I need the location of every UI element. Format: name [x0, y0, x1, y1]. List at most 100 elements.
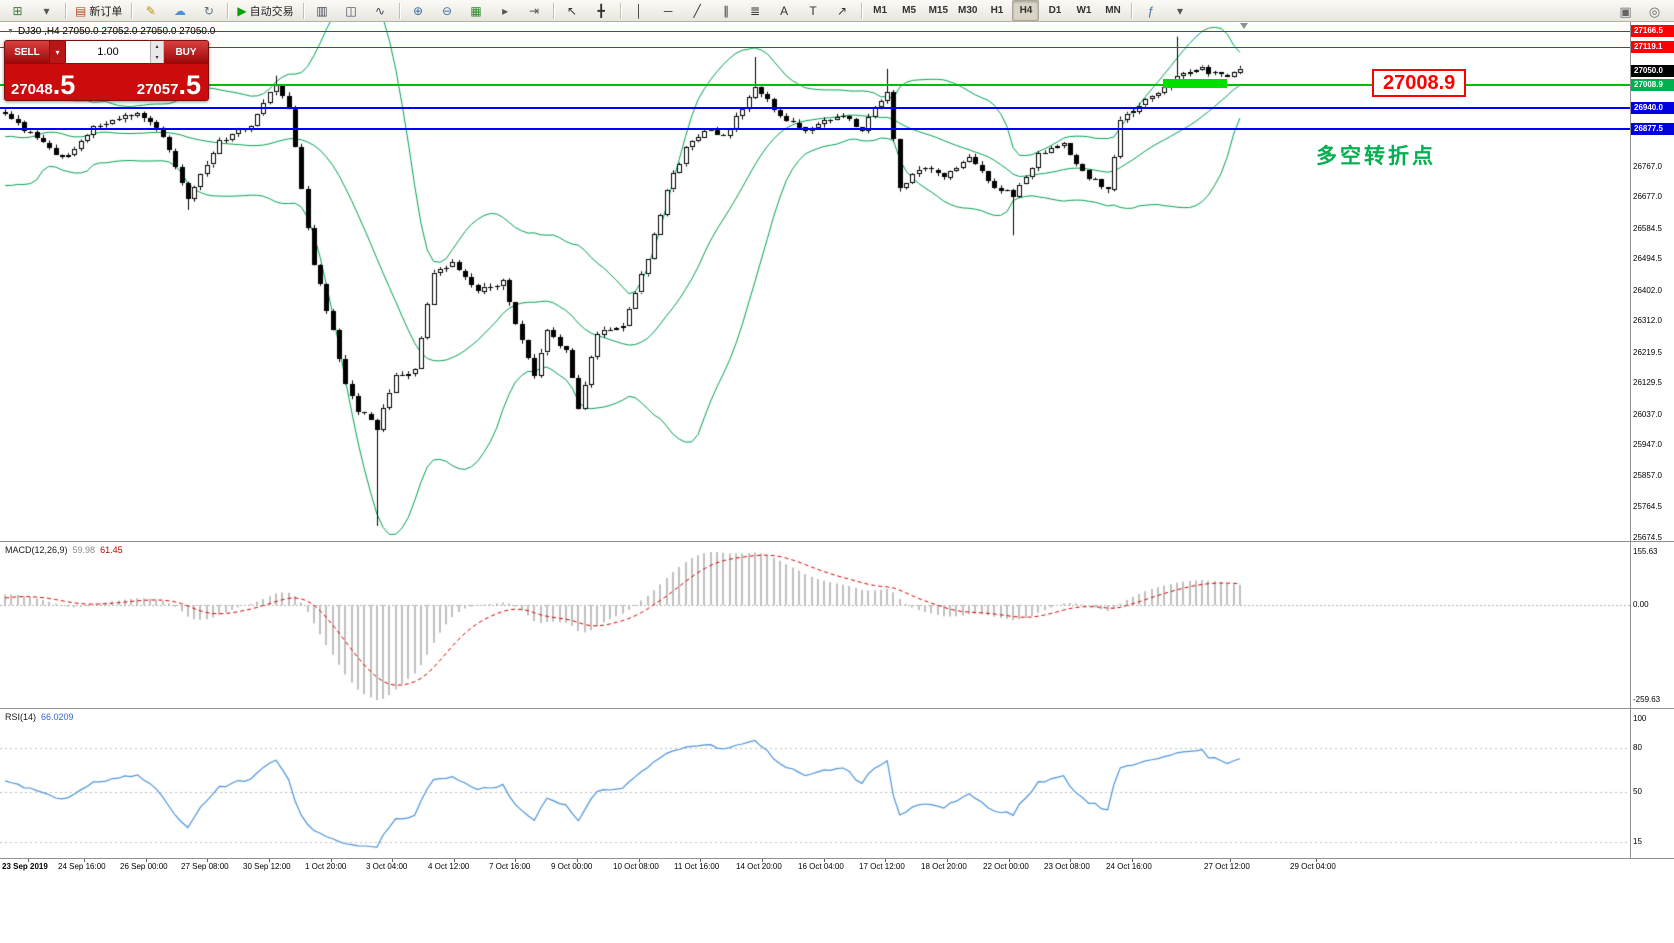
macd-axis-label: 0.00: [1633, 600, 1649, 609]
price-axis-border[interactable]: [1630, 22, 1631, 858]
time-axis-tick: [207, 858, 208, 862]
macd-value-signal: 61.45: [100, 545, 123, 555]
search-button[interactable]: ◎: [1641, 1, 1668, 22]
templates-icon: ▾: [1176, 3, 1183, 18]
horizontal-line-object[interactable]: [0, 106, 1630, 109]
profiles-button[interactable]: ▾: [33, 0, 60, 21]
arrows-button[interactable]: ↗: [829, 0, 856, 21]
equidistant-channel-icon: ∥: [723, 3, 730, 18]
tf-h1-label: H1: [990, 5, 1004, 16]
price-axis-label: 26037.0: [1633, 409, 1662, 419]
line-chart-button[interactable]: ∿: [367, 0, 394, 21]
volume-input[interactable]: 1.00: [97, 46, 119, 58]
zoom-in-icon: ⊕: [413, 3, 424, 18]
time-axis[interactable]: 23 Sep 2019 24 Sep 16:00 26 Sep 00:00 27 Se…: [0, 858, 1674, 878]
time-axis-tick: [577, 858, 578, 862]
time-axis-tick: [1132, 858, 1133, 862]
tf-m15-button[interactable]: M15: [925, 0, 952, 21]
price-callout[interactable]: 27008.9: [1372, 69, 1467, 97]
horizontal-line-object[interactable]: [0, 31, 1630, 32]
time-axis-label: 17 Oct 12:00: [859, 862, 905, 871]
tf-h1-button[interactable]: H1: [983, 0, 1010, 21]
tf-mn-button[interactable]: MN: [1099, 0, 1126, 21]
time-axis-tick: [885, 858, 886, 862]
buy-price[interactable]: 27057.5: [106, 64, 208, 100]
new-order-label: 新订单: [89, 5, 123, 18]
trendline-icon: ╱: [693, 3, 701, 18]
buy-button[interactable]: BUY: [164, 41, 208, 63]
new-order-button[interactable]: ▤ 新订单: [71, 0, 126, 21]
sell-price[interactable]: 27048.5: [5, 64, 106, 100]
time-axis-tick: [947, 858, 948, 862]
macd-indicator-label: MACD(12,26,9) 59.98 61.45: [5, 545, 123, 555]
horizontal-line-object[interactable]: [0, 83, 1630, 86]
horizontal-line-object[interactable]: [0, 128, 1630, 131]
zoom-in-button[interactable]: ⊕: [405, 0, 432, 21]
tf-mn-label: MN: [1105, 5, 1121, 16]
panel-separator[interactable]: [0, 708, 1674, 709]
rsi-axis-label: 15: [1633, 837, 1642, 847]
time-axis-label: 10 Oct 08:00: [613, 862, 659, 871]
bar-chart-button[interactable]: ▥: [309, 0, 336, 21]
cursor-button[interactable]: ↖: [559, 0, 586, 21]
sell-button[interactable]: SELL: [5, 41, 49, 63]
mql-editor-button[interactable]: ✎: [137, 0, 164, 21]
indicators-button[interactable]: ƒ: [1137, 0, 1164, 21]
price-tag: 26940.0: [1631, 101, 1674, 114]
trendline-button[interactable]: ╱: [684, 0, 711, 21]
window-list-button[interactable]: ▣: [1612, 1, 1639, 22]
vertical-line-button[interactable]: │: [626, 0, 653, 21]
horizontal-line-button[interactable]: ─: [655, 0, 682, 21]
time-axis-tick: [515, 858, 516, 862]
market-watch-button[interactable]: ☁: [166, 0, 193, 21]
toolbar-separator: [227, 2, 229, 19]
macd-panel-canvas[interactable]: [0, 542, 1630, 708]
tf-h4-button[interactable]: H4: [1012, 0, 1040, 21]
volume-increase-button[interactable]: ▴: [151, 41, 163, 52]
time-axis-label: 27 Sep 08:00: [181, 862, 229, 871]
highlight-bar[interactable]: [1163, 79, 1227, 88]
price-axis-label: 26494.5: [1633, 254, 1662, 264]
time-axis-border: [0, 858, 1674, 859]
equidistant-channel-button[interactable]: ∥: [713, 0, 740, 21]
time-axis-tick: [454, 858, 455, 862]
refresh-button[interactable]: ↻: [195, 0, 222, 21]
volume-dropdown-button[interactable]: ▾: [49, 41, 66, 63]
crosshair-button[interactable]: ╋: [588, 0, 615, 21]
collapse-icon[interactable]: ▼: [7, 28, 14, 35]
price-tag: 27166.5: [1631, 25, 1674, 37]
rsi-axis-label: 100: [1633, 714, 1647, 723]
autotrade-button[interactable]: ▶ 自动交易: [233, 0, 297, 21]
tf-m30-button[interactable]: M30: [954, 0, 981, 21]
tf-m1-button[interactable]: M1: [867, 0, 894, 21]
horizontal-line-icon: ─: [663, 3, 673, 18]
zoom-out-button[interactable]: ⊖: [434, 0, 461, 21]
new-chart-button[interactable]: ⊞: [4, 0, 31, 21]
panel-separator[interactable]: [0, 541, 1674, 542]
indicators-icon: ƒ: [1147, 3, 1155, 18]
tf-m5-button[interactable]: M5: [896, 0, 923, 21]
volume-decrease-button[interactable]: ▾: [151, 52, 163, 63]
toolbar-separator: [131, 2, 133, 19]
time-axis-label: 11 Oct 16:00: [674, 862, 720, 871]
fibonacci-button[interactable]: ≣: [742, 0, 769, 21]
macd-axis-label: 155.63: [1633, 547, 1658, 556]
annotation-text[interactable]: 多空转折点: [1316, 145, 1436, 168]
price-axis-label: 25947.0: [1633, 440, 1662, 450]
volume-field: 1.00 ▴ ▾: [66, 41, 164, 63]
tf-d1-button[interactable]: D1: [1041, 0, 1068, 21]
templates-button[interactable]: ▾: [1166, 0, 1193, 21]
tf-d1-label: D1: [1048, 5, 1062, 16]
tile-windows-button[interactable]: ▦: [463, 0, 490, 21]
text-label-button[interactable]: T: [800, 0, 827, 21]
chart-shift-button[interactable]: ⇥: [521, 0, 548, 21]
rsi-panel-canvas[interactable]: [0, 709, 1630, 858]
buy-price-frac: .5: [178, 70, 201, 101]
auto-scroll-button[interactable]: ▸: [492, 0, 519, 21]
candlestick-chart-button[interactable]: ◫: [338, 0, 365, 21]
tf-w1-button[interactable]: W1: [1070, 0, 1097, 21]
time-axis-tick: [146, 858, 147, 862]
text-button[interactable]: A: [771, 0, 798, 21]
price-chart-canvas[interactable]: [0, 22, 1630, 541]
horizontal-line-object[interactable]: [0, 47, 1630, 49]
